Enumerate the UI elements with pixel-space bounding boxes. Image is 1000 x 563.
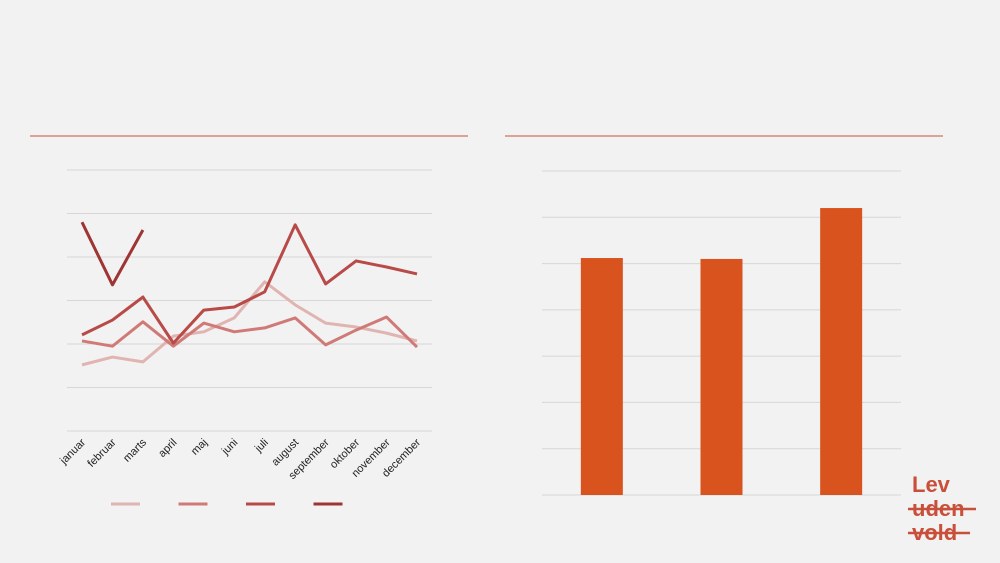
bar	[820, 208, 863, 495]
bar	[700, 258, 743, 495]
series-line	[80, 221, 145, 287]
series-line	[81, 223, 418, 345]
logo-text: Lev	[912, 472, 951, 497]
bar	[580, 258, 623, 495]
series-line	[81, 315, 419, 349]
